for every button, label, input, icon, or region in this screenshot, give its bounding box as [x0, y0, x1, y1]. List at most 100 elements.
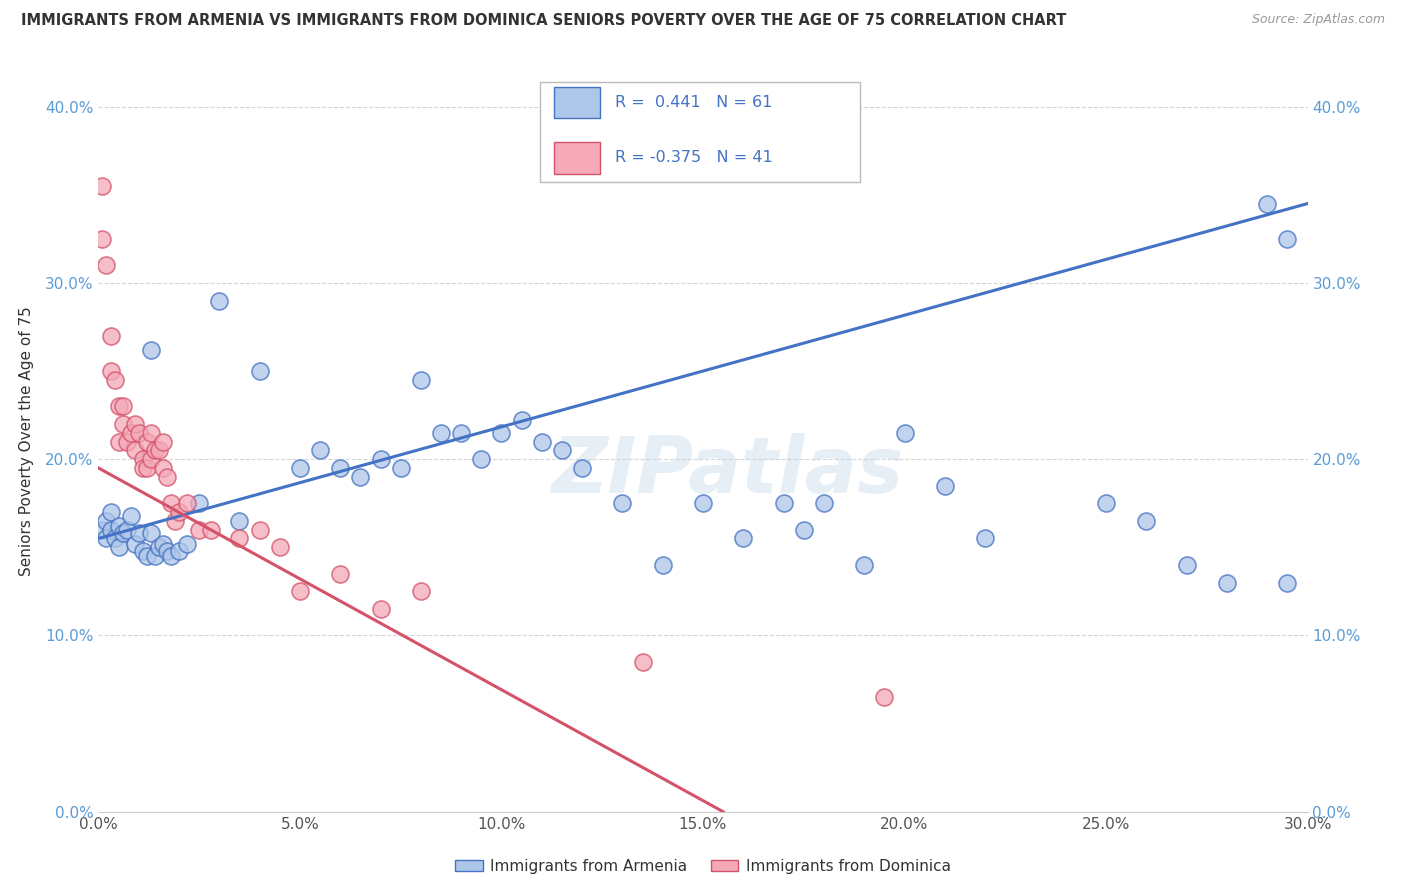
- Point: [893, 425, 915, 440]
- Text: Source: ZipAtlas.com: Source: ZipAtlas.com: [1251, 13, 1385, 27]
- Point: [167, 505, 190, 519]
- Point: [571, 461, 593, 475]
- Point: [1256, 196, 1278, 211]
- Point: [91, 523, 114, 537]
- Point: [124, 443, 146, 458]
- Point: [163, 514, 186, 528]
- Point: [510, 413, 533, 427]
- FancyBboxPatch shape: [540, 82, 860, 183]
- Point: [228, 532, 250, 546]
- Point: [115, 434, 138, 449]
- Point: [288, 461, 311, 475]
- Point: [132, 544, 155, 558]
- Point: [1135, 514, 1157, 528]
- Point: [152, 461, 174, 475]
- Point: [934, 478, 956, 492]
- Point: [120, 425, 142, 440]
- Point: [103, 532, 125, 546]
- FancyBboxPatch shape: [554, 143, 600, 174]
- Point: [491, 425, 513, 440]
- Point: [111, 399, 134, 413]
- Point: [200, 523, 222, 537]
- Point: [100, 505, 122, 519]
- Point: [103, 373, 125, 387]
- Point: [176, 537, 198, 551]
- Text: ZIPatlas: ZIPatlas: [551, 434, 903, 509]
- Point: [167, 544, 190, 558]
- Point: [1175, 558, 1198, 572]
- Point: [91, 178, 114, 193]
- Point: [631, 655, 654, 669]
- Point: [139, 452, 162, 467]
- Point: [111, 526, 134, 541]
- Point: [370, 452, 392, 467]
- Point: [772, 496, 794, 510]
- Point: [309, 443, 332, 458]
- Point: [107, 519, 129, 533]
- Point: [139, 425, 162, 440]
- Point: [152, 537, 174, 551]
- Point: [152, 434, 174, 449]
- Point: [530, 434, 553, 449]
- Point: [148, 541, 170, 555]
- Point: [156, 470, 179, 484]
- Point: [208, 293, 231, 308]
- Point: [409, 584, 432, 599]
- Y-axis label: Seniors Poverty Over the Age of 75: Seniors Poverty Over the Age of 75: [18, 307, 34, 576]
- Point: [111, 417, 134, 431]
- Point: [100, 523, 122, 537]
- Text: R = -0.375   N = 41: R = -0.375 N = 41: [614, 151, 772, 166]
- Point: [349, 470, 371, 484]
- Point: [132, 461, 155, 475]
- Point: [135, 434, 157, 449]
- Point: [1216, 575, 1239, 590]
- Legend: Immigrants from Armenia, Immigrants from Dominica: Immigrants from Armenia, Immigrants from…: [450, 853, 956, 880]
- Point: [249, 364, 271, 378]
- Point: [135, 549, 157, 563]
- Text: R =  0.441   N = 61: R = 0.441 N = 61: [614, 95, 772, 110]
- Point: [873, 690, 896, 705]
- Point: [143, 443, 166, 458]
- Point: [120, 508, 142, 523]
- Point: [100, 328, 122, 343]
- Point: [1095, 496, 1118, 510]
- Point: [974, 532, 997, 546]
- Point: [450, 425, 472, 440]
- Point: [370, 602, 392, 616]
- Point: [91, 232, 114, 246]
- Point: [793, 523, 815, 537]
- Point: [135, 461, 157, 475]
- Point: [124, 537, 146, 551]
- Point: [156, 544, 179, 558]
- Point: [692, 496, 714, 510]
- Point: [124, 417, 146, 431]
- Point: [853, 558, 876, 572]
- Point: [329, 566, 352, 581]
- Point: [188, 496, 211, 510]
- Point: [551, 443, 574, 458]
- Point: [1277, 575, 1299, 590]
- Point: [612, 496, 634, 510]
- Point: [176, 496, 198, 510]
- Point: [430, 425, 453, 440]
- Point: [128, 425, 150, 440]
- Point: [100, 364, 122, 378]
- Point: [269, 541, 291, 555]
- Point: [651, 558, 673, 572]
- FancyBboxPatch shape: [554, 87, 600, 118]
- Point: [148, 443, 170, 458]
- Point: [132, 452, 155, 467]
- Point: [160, 549, 183, 563]
- Point: [96, 258, 118, 272]
- Point: [470, 452, 492, 467]
- Point: [128, 526, 150, 541]
- Point: [107, 434, 129, 449]
- Point: [143, 549, 166, 563]
- Point: [115, 523, 138, 537]
- Point: [96, 532, 118, 546]
- Point: [107, 541, 129, 555]
- Point: [107, 399, 129, 413]
- Point: [733, 532, 755, 546]
- Point: [389, 461, 412, 475]
- Point: [813, 496, 835, 510]
